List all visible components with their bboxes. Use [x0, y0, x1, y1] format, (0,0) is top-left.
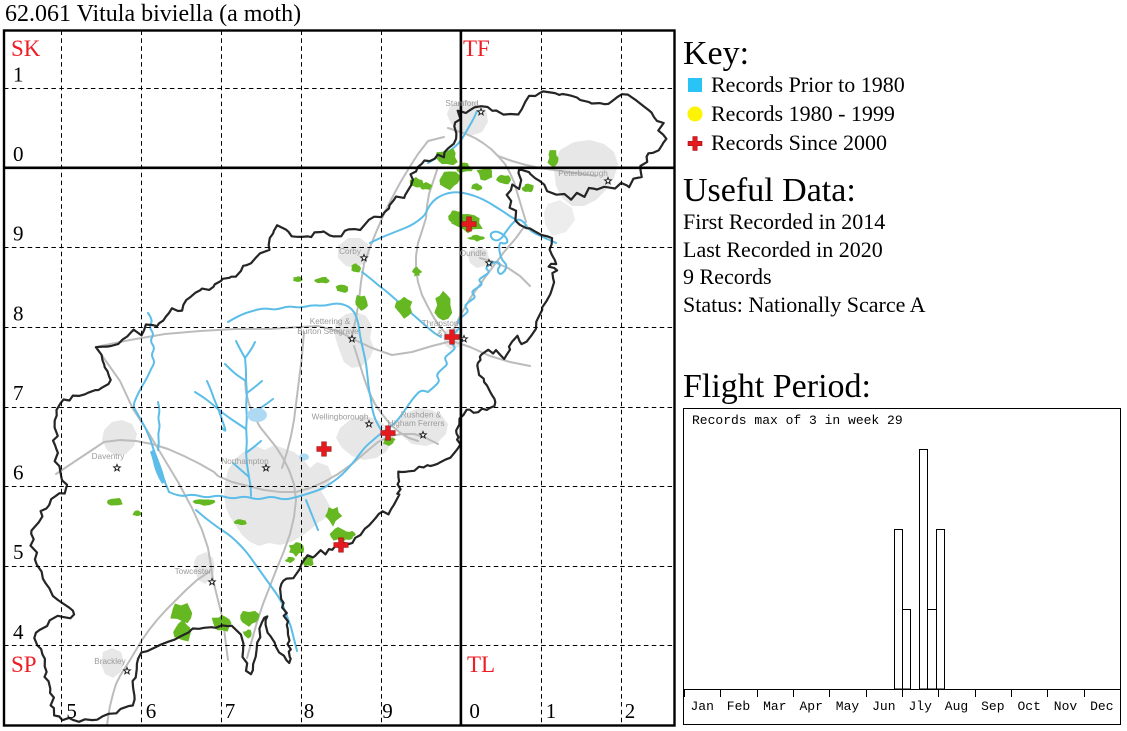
svg-text:Daventry: Daventry [92, 452, 126, 461]
svg-text:Apr: Apr [799, 699, 822, 714]
svg-text:6: 6 [146, 699, 157, 723]
svg-text:1: 1 [546, 699, 557, 723]
svg-text:Brackley: Brackley [94, 657, 126, 666]
svg-text:Last Recorded in 2020: Last Recorded in 2020 [683, 237, 883, 262]
svg-text:Aug: Aug [945, 699, 968, 714]
svg-text:Higham Ferrers: Higham Ferrers [388, 419, 445, 428]
svg-text:Corby: Corby [339, 247, 362, 256]
svg-text:9 Records: 9 Records [683, 264, 772, 289]
svg-text:4: 4 [13, 620, 24, 644]
svg-text:Northampton: Northampton [221, 457, 269, 466]
svg-text:Towcester: Towcester [175, 567, 212, 576]
svg-text:Burton Seagrave: Burton Seagrave [297, 327, 359, 336]
svg-text:9: 9 [382, 699, 393, 723]
svg-text:Rushden &: Rushden & [401, 411, 442, 420]
svg-text:8: 8 [304, 699, 315, 723]
svg-text:Mar: Mar [763, 699, 786, 714]
svg-text:Records max of 3 in week 29: Records max of 3 in week 29 [692, 413, 903, 428]
svg-text:Key:: Key: [683, 35, 749, 72]
svg-text:Feb: Feb [727, 699, 750, 714]
svg-text:Oct: Oct [1017, 699, 1040, 714]
svg-text:Oundle: Oundle [460, 249, 487, 258]
svg-text:Nov: Nov [1054, 699, 1078, 714]
svg-text:0: 0 [13, 142, 24, 166]
svg-text:Useful Data:: Useful Data: [683, 172, 856, 209]
svg-text:Jun: Jun [872, 699, 895, 714]
svg-text:8: 8 [13, 302, 24, 326]
svg-text:May: May [836, 699, 860, 714]
svg-text:Records 1980 - 1999: Records 1980 - 1999 [711, 101, 895, 126]
svg-text:Sep: Sep [981, 699, 1004, 714]
svg-text:SP: SP [11, 652, 37, 677]
svg-text:7: 7 [225, 699, 236, 723]
svg-text:Jly: Jly [908, 699, 932, 714]
svg-text:TL: TL [467, 652, 495, 677]
svg-text:First Recorded in 2014: First Recorded in 2014 [683, 209, 885, 234]
svg-text:5: 5 [13, 540, 24, 564]
svg-text:Records Since 2000: Records Since 2000 [711, 130, 887, 155]
svg-text:&: & [437, 329, 443, 338]
svg-text:5: 5 [66, 699, 77, 723]
svg-text:Kettering &: Kettering & [310, 317, 351, 326]
svg-text:0: 0 [469, 699, 480, 723]
svg-text:1: 1 [13, 63, 24, 87]
svg-text:6: 6 [13, 461, 24, 485]
svg-text:Flight Period:: Flight Period: [683, 368, 871, 405]
svg-text:Status: Nationally Scarce A: Status: Nationally Scarce A [683, 292, 926, 317]
svg-text:Stamford: Stamford [445, 99, 479, 108]
svg-text:Wellingborough: Wellingborough [312, 413, 369, 422]
svg-text:TF: TF [463, 36, 490, 61]
svg-text:Thrapston: Thrapston [422, 319, 459, 328]
svg-text:Records Prior to 1980: Records Prior to 1980 [711, 72, 905, 97]
svg-text:7: 7 [13, 381, 24, 405]
svg-text:62.061 Vitula biviella (a moth: 62.061 Vitula biviella (a moth) [5, 1, 301, 27]
svg-text:SK: SK [11, 36, 41, 61]
svg-text:Jan: Jan [690, 699, 713, 714]
svg-text:9: 9 [13, 222, 24, 246]
svg-text:Peterborough: Peterborough [558, 169, 608, 178]
svg-text:2: 2 [625, 699, 636, 723]
svg-text:Dec: Dec [1090, 699, 1113, 714]
